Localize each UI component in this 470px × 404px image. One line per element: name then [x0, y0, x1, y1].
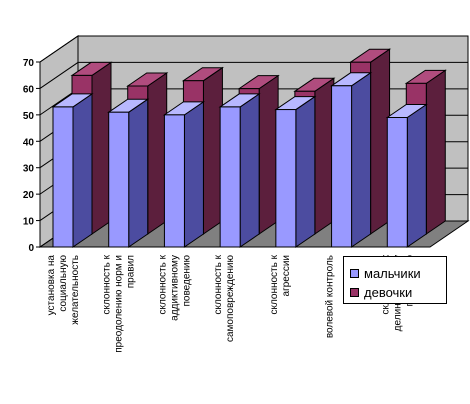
bar-series-1-7	[386, 117, 408, 248]
bar-series-1-3	[163, 114, 185, 248]
x-tick-label: склонность каддиктивномуповедению	[157, 254, 192, 320]
bar-series-1-7-side	[406, 103, 427, 248]
bar-series-1-1	[52, 106, 74, 248]
legend: мальчики девочки	[343, 256, 447, 304]
y-tick-label: 60	[23, 84, 35, 95]
x-tick-label: склонность кагрессии	[269, 254, 292, 314]
legend-item-series-1: мальчики	[350, 265, 421, 281]
y-tick-label: 50	[23, 111, 35, 122]
bar-series-1-5-side	[295, 95, 316, 248]
gridline	[39, 35, 468, 63]
bar-series-2-5-side	[314, 77, 335, 235]
x-tick-label: склонность кпреодолению норм иправил	[102, 254, 137, 352]
y-tick-label: 30	[23, 164, 35, 175]
bar-series-1-6-side	[351, 71, 372, 248]
bar-series-1-5	[275, 109, 297, 248]
x-tick-label: склонность ксамоповреждению	[213, 254, 236, 342]
legend-item-series-2: девочки	[350, 284, 412, 300]
legend-label-series-1: мальчики	[364, 265, 421, 281]
y-tick-label: 0	[28, 243, 34, 254]
bar-series-1-3-side	[183, 100, 204, 248]
bar-series-2-3-side	[202, 66, 223, 235]
legend-swatch-series-2	[350, 287, 359, 297]
bar-series-1-2	[108, 111, 130, 248]
bar-series-2-7-side	[425, 69, 446, 235]
bar-series-1-4-side	[239, 92, 260, 248]
y-tick-label: 40	[23, 137, 35, 148]
bar-series-1-2-side	[128, 98, 149, 248]
bar-series-1-1-side	[72, 92, 93, 248]
bar-series-2-4-side	[258, 74, 279, 235]
legend-swatch-series-1	[350, 268, 359, 278]
bar-series-2-1-side	[91, 61, 112, 235]
bar-series-1-4	[219, 106, 241, 248]
gridline	[39, 61, 468, 89]
y-tick-label: 10	[23, 217, 35, 228]
x-tick-label: волевой контроль	[325, 255, 336, 338]
bar-series-1-6	[331, 85, 353, 248]
y-tick-label: 20	[23, 190, 35, 201]
legend-label-series-2: девочки	[364, 284, 413, 300]
bar-series-2-6-side	[370, 48, 391, 235]
bar-series-2-2-side	[147, 72, 168, 235]
x-tick-label: установка насоциальнуюжелательность	[46, 255, 81, 325]
y-tick-label: 70	[23, 58, 35, 69]
